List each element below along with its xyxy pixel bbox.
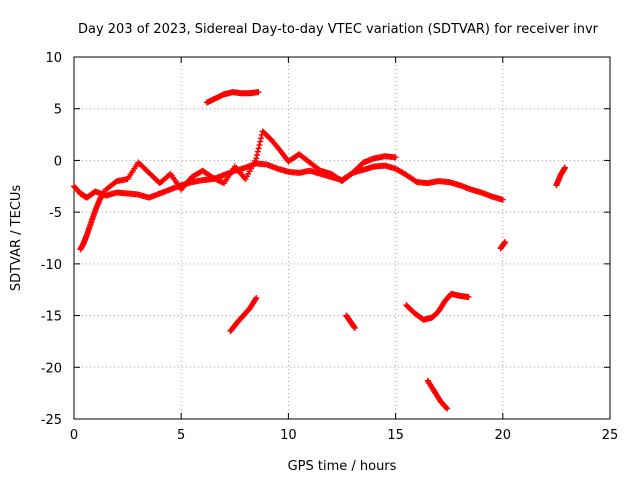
data-point xyxy=(254,151,261,158)
data-point xyxy=(101,188,108,195)
x-tick-label: 25 xyxy=(602,428,619,443)
data-point xyxy=(255,145,262,152)
series-group xyxy=(343,312,358,331)
y-tick-label: -5 xyxy=(49,206,62,221)
data-point xyxy=(253,294,260,301)
data-point xyxy=(501,239,508,246)
data-point xyxy=(561,164,568,171)
series-group xyxy=(203,89,262,106)
y-tick-label: -20 xyxy=(41,361,62,376)
series-group xyxy=(553,164,568,189)
data-point xyxy=(255,89,262,96)
y-tick-label: 10 xyxy=(45,51,62,66)
data-point xyxy=(256,141,263,148)
grid xyxy=(74,57,610,419)
series-group xyxy=(497,239,508,252)
data-point xyxy=(253,155,260,162)
data-point xyxy=(257,138,264,145)
axis-ticks: 0 5 10 15 20 25 10 5 0 -5 -10 -15 -20 -25 xyxy=(41,51,619,443)
y-axis-label: SDTVAR / TECUs xyxy=(9,185,24,292)
plot-frame xyxy=(73,56,611,420)
data-point xyxy=(392,154,399,161)
chart-title: Day 203 of 2023, Sidereal Day-to-day VTE… xyxy=(78,22,599,37)
data-point xyxy=(443,404,450,411)
x-tick-label: 20 xyxy=(495,428,512,443)
data-point xyxy=(254,148,261,155)
x-tick-label: 10 xyxy=(280,428,297,443)
y-tick-label: -25 xyxy=(41,413,62,428)
y-tick-label: -10 xyxy=(41,258,62,273)
data-point xyxy=(258,135,265,142)
x-tick-label: 5 xyxy=(177,428,185,443)
y-tick-label: 5 xyxy=(54,103,62,118)
data-point xyxy=(351,324,358,331)
data-point xyxy=(465,293,472,300)
series-group xyxy=(227,294,260,335)
data-point xyxy=(499,196,506,203)
series-group xyxy=(77,188,108,253)
x-tick-label: 15 xyxy=(387,428,404,443)
data-points xyxy=(71,89,568,412)
y-tick-label: 0 xyxy=(54,154,62,169)
y-tick-label: -15 xyxy=(41,310,62,325)
series-group xyxy=(424,377,451,412)
series-group xyxy=(103,128,399,193)
series-group xyxy=(403,290,472,323)
data-point xyxy=(252,296,259,303)
x-axis-label: GPS time / hours xyxy=(288,459,397,474)
data-point xyxy=(444,405,451,412)
x-tick-label: 0 xyxy=(70,428,78,443)
